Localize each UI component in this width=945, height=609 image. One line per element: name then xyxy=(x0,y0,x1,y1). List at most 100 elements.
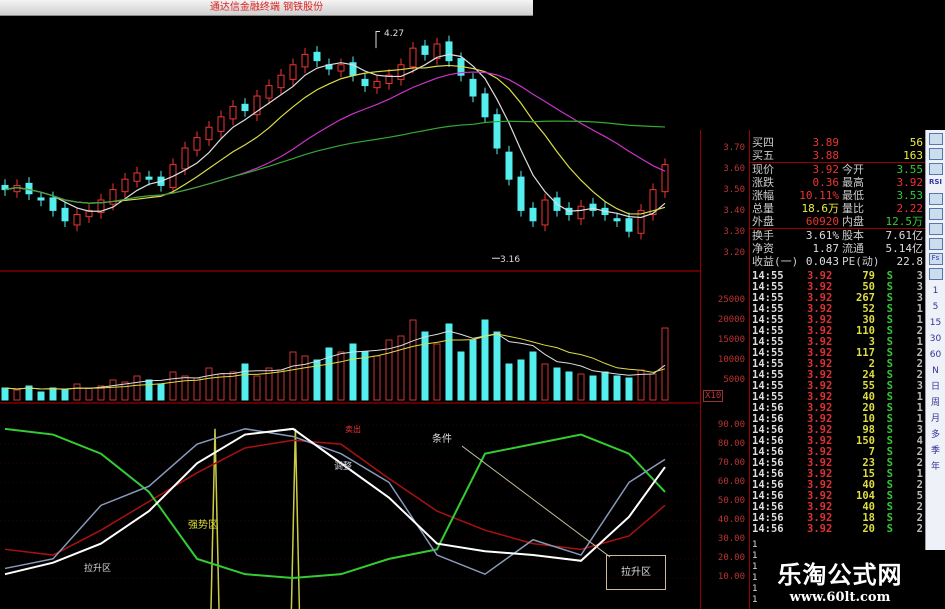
quote-row: 收益(一) 0.043 PE(动) 22.8 xyxy=(750,255,925,268)
candle-up xyxy=(637,209,645,234)
volume-bar xyxy=(613,375,621,401)
quote-label-right: 流通 xyxy=(842,241,864,255)
volume-bar xyxy=(337,351,345,401)
trade-row: 14:55 3.92 117 S 2 xyxy=(752,348,925,359)
trade-row: 14:56 3.92 150 S 4 xyxy=(752,436,925,447)
trade-price: 3.92 xyxy=(807,292,833,304)
quote-value-right: 2.22 xyxy=(896,201,924,215)
trade-price: 3.92 xyxy=(807,457,833,469)
trade-row: 14:55 3.92 2 S 2 xyxy=(752,359,925,370)
plus-icon[interactable] xyxy=(928,223,943,235)
quote-value-right: 12.5万 xyxy=(885,215,924,229)
volume-bar xyxy=(385,339,393,401)
quote-label: 净资 xyxy=(752,241,774,255)
volume-bar xyxy=(373,355,381,401)
trade-side: S xyxy=(886,446,893,458)
trade-row: 14:55 3.92 110 S 2 xyxy=(752,326,925,337)
quote-value: 60920 xyxy=(805,215,839,229)
value-axis: 3.70 3.60 3.50 3.40 3.30 3.20 25000 2000… xyxy=(700,130,750,609)
candle-down xyxy=(241,103,249,112)
period-button-11[interactable]: 年 xyxy=(930,462,940,472)
trade-side: S xyxy=(886,270,893,282)
trade-row: 14:56 3.92 23 S 2 xyxy=(752,458,925,469)
volume-bar xyxy=(277,369,285,401)
quote-label: 买五 xyxy=(752,149,774,163)
pencil-icon[interactable] xyxy=(928,238,943,250)
trade-time: 14:55 xyxy=(752,391,784,403)
trade-price: 3.92 xyxy=(807,424,833,436)
grid-icon[interactable] xyxy=(928,163,943,175)
trade-row: 14:55 3.92 55 S 3 xyxy=(752,381,925,392)
quote-label: 收益(一) xyxy=(752,254,799,268)
trade-ticks-list[interactable]: 14:55 3.92 79 S 3 14:55 3.92 50 S 3 14:55 … xyxy=(752,271,925,535)
quote-row: 净资 1.87 流通 5.14亿 xyxy=(750,242,925,255)
volume-bar xyxy=(493,331,501,401)
candle-up xyxy=(181,147,189,170)
period-button-4[interactable]: 60 xyxy=(929,350,942,360)
candle-down xyxy=(625,218,633,232)
trade-side: S xyxy=(886,347,893,359)
period-button-7[interactable]: 周 xyxy=(930,398,940,408)
move-icon[interactable] xyxy=(928,208,943,220)
period-button-8[interactable]: 月 xyxy=(930,414,940,424)
candle-down xyxy=(49,197,57,211)
indicator-tick: 50.00 xyxy=(717,496,745,506)
volume-tick: 15000 xyxy=(717,335,745,345)
fs-icon[interactable]: Fs xyxy=(928,253,943,265)
trade-side: S xyxy=(886,490,893,502)
period-button-3[interactable]: 30 xyxy=(929,334,942,344)
trade-count: 2 xyxy=(916,457,923,469)
trade-count: 3 xyxy=(916,292,923,304)
trade-side: S xyxy=(886,336,893,348)
volume-bar xyxy=(265,367,273,401)
candle-down xyxy=(313,51,321,62)
rsi-icon[interactable]: RSI xyxy=(928,178,943,186)
trade-volume: 3 xyxy=(868,336,875,348)
pullup-box-label: 拉升区 xyxy=(621,567,651,578)
trade-price: 3.92 xyxy=(807,347,833,359)
trade-tail-item: 1 xyxy=(752,595,758,605)
right-toolbar[interactable]: RSI Fs 1 5 15 30 60 N 日周月多季年 xyxy=(925,130,945,550)
ma10-line xyxy=(4,64,666,215)
chart-icon[interactable] xyxy=(928,133,943,145)
quote-label-right: 股本 xyxy=(842,229,864,243)
zoom-icon[interactable] xyxy=(928,148,943,160)
quote-value: 0.36 xyxy=(812,175,840,189)
indicator-tick: 60.00 xyxy=(717,477,745,487)
trade-count: 2 xyxy=(916,347,923,359)
trade-time: 14:56 xyxy=(752,435,784,447)
period-button-5[interactable]: N xyxy=(932,366,939,376)
user-icon[interactable] xyxy=(928,193,943,205)
candle-down xyxy=(517,176,525,211)
trade-count: 3 xyxy=(916,281,923,293)
trade-side: S xyxy=(886,413,893,425)
spike-line xyxy=(210,428,220,609)
volume-bar xyxy=(85,387,93,401)
candle-up xyxy=(277,74,285,89)
trade-volume: 104 xyxy=(856,490,875,502)
picture-icon[interactable] xyxy=(928,268,943,280)
trade-side: S xyxy=(886,314,893,326)
price-tick: 3.20 xyxy=(723,248,745,258)
period-button-9[interactable]: 多 xyxy=(930,430,940,440)
quote-value-right: 56 xyxy=(909,136,923,149)
trade-count: 2 xyxy=(916,369,923,381)
quote-value-right: 5.14亿 xyxy=(885,241,924,255)
period-button-6[interactable]: 日 xyxy=(930,382,940,392)
trade-side: S xyxy=(886,303,893,315)
candle-up xyxy=(229,105,237,120)
trade-volume: 40 xyxy=(862,479,875,491)
period-button-2[interactable]: 15 xyxy=(929,318,942,328)
trade-price: 3.92 xyxy=(807,380,833,392)
kline-chart[interactable] xyxy=(0,16,700,609)
volume-bar xyxy=(217,373,225,401)
period-button-1[interactable]: 5 xyxy=(932,302,939,312)
trade-tail-item: 1 xyxy=(752,584,758,594)
period-button-0[interactable]: 1 xyxy=(932,286,939,296)
indicator-line xyxy=(4,439,666,556)
period-button-10[interactable]: 季 xyxy=(930,446,940,456)
trade-volume: 20 xyxy=(862,523,875,535)
trade-price: 3.92 xyxy=(807,303,833,315)
volume-bar xyxy=(313,359,321,401)
volume-bar xyxy=(61,389,69,401)
